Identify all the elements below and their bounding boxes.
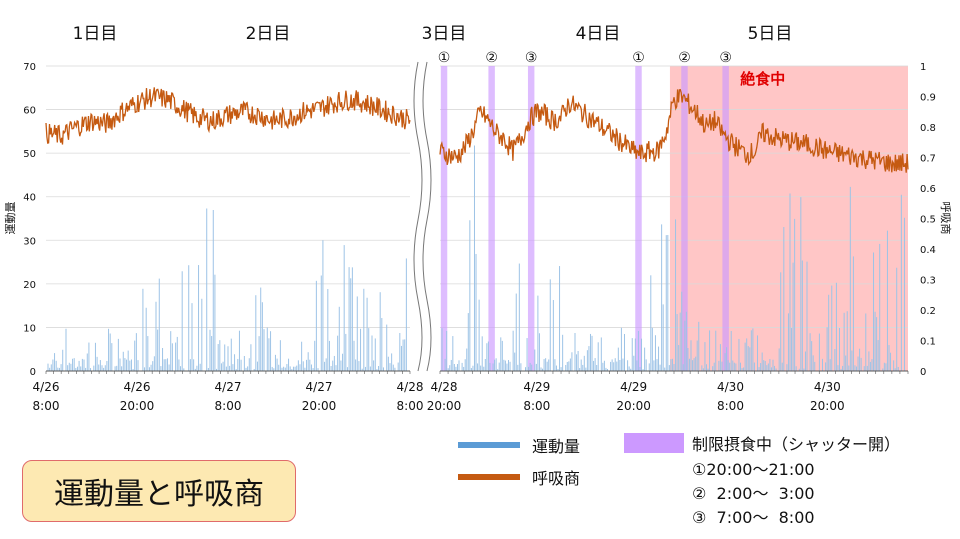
y-right-tick-label: 0.9: [920, 93, 936, 104]
y-right-label: 呼吸商: [939, 202, 953, 235]
legend-item-rq: 呼吸商: [458, 464, 580, 490]
x-tick-label-date: 4/26: [124, 380, 151, 394]
x-tick-label-date: 4/26: [33, 380, 60, 394]
feeding-marker: ①: [632, 50, 645, 66]
legend-item-feeding: 制限摂食中（シャッター開）: [624, 430, 900, 456]
x-tick-label-date: 4/28: [397, 380, 424, 394]
feeding-swatch: [624, 433, 684, 453]
x-tick-label-time: 20:00: [120, 399, 155, 413]
x-tick-label-date: 4/29: [620, 380, 647, 394]
y-right-tick-label: 0: [920, 367, 926, 378]
day-label: 3日目: [422, 24, 467, 44]
y-left-tick-label: 40: [23, 193, 36, 204]
feeding-window: [635, 66, 642, 371]
y-left-label: 運動量: [3, 202, 17, 235]
legend-window-1: ①20:00〜21:00: [624, 456, 900, 480]
axis-break: [422, 61, 432, 372]
x-tick-label-date: 4/30: [717, 380, 744, 394]
y-left-tick-label: 10: [23, 323, 36, 334]
window-2-text: ② 2:00〜 3:00: [692, 484, 815, 503]
feeding-marker: ③: [719, 50, 732, 66]
feeding-window: [527, 66, 535, 371]
y-left-tick-label: 70: [23, 62, 36, 73]
x-tick-label-date: 4/29: [523, 380, 550, 394]
y-right-tick-label: 0.1: [920, 337, 936, 348]
legend-window-3: ③ 7:00〜 8:00: [624, 504, 900, 528]
x-tick-label-time: 8:00: [717, 399, 744, 413]
day-label: 5日目: [748, 24, 793, 44]
activity-swatch: [458, 442, 520, 448]
y-left-tick-label: 60: [23, 106, 36, 117]
title-box: 運動量と呼吸商: [22, 460, 296, 522]
x-tick-label-time: 20:00: [302, 399, 337, 413]
feeding-window: [488, 66, 495, 371]
x-tick-label-time: 8:00: [215, 399, 242, 413]
y-right-tick-label: 0.3: [920, 276, 936, 287]
legend-rq-label: 呼吸商: [532, 469, 581, 488]
x-tick-label-time: 20:00: [616, 399, 651, 413]
window-1-text: ①20:00〜21:00: [692, 460, 815, 479]
y-right-tick-label: 0.7: [920, 154, 936, 165]
x-tick-label-time: 8:00: [523, 399, 550, 413]
x-tick-label-time: 8:00: [397, 399, 424, 413]
x-tick-label-date: 4/27: [215, 380, 242, 394]
y-right-tick-label: 0.8: [920, 123, 936, 134]
legend-feeding: 制限摂食中（シャッター開） ①20:00〜21:00 ② 2:00〜 3:00 …: [624, 430, 900, 528]
x-tick-label-date: 4/28: [431, 380, 458, 394]
fasting-region: [669, 66, 908, 371]
y-right-tick-label: 0.6: [920, 184, 936, 195]
rq-swatch: [458, 474, 520, 480]
feeding-window: [681, 66, 688, 371]
feeding-marker: ①: [438, 50, 451, 66]
x-tick-label-date: 4/30: [814, 380, 841, 394]
rq-line-right: [439, 88, 909, 173]
legend-feeding-label: 制限摂食中（シャッター開）: [692, 435, 901, 454]
x-tick-label-time: 20:00: [427, 399, 462, 413]
feeding-marker: ②: [485, 50, 498, 66]
y-right-tick-label: 1: [920, 62, 926, 73]
x-tick-label-date: 4/27: [306, 380, 333, 394]
y-left-tick-label: 30: [23, 236, 36, 247]
legend-activity-label: 運動量: [532, 437, 581, 456]
feeding-window: [722, 66, 729, 371]
y-left-tick-label: 20: [23, 280, 36, 291]
legend-window-2: ② 2:00〜 3:00: [624, 480, 900, 504]
feeding-marker: ③: [525, 50, 538, 66]
legend-series: 運動量 呼吸商: [458, 432, 580, 490]
legend-item-activity: 運動量: [458, 432, 580, 458]
day-label: 1日目: [73, 24, 118, 44]
y-right-tick-label: 0.5: [920, 215, 936, 226]
y-left-tick-label: 50: [23, 149, 36, 160]
x-tick-label-time: 20:00: [810, 399, 845, 413]
feeding-window: [440, 66, 448, 371]
x-tick-label-time: 8:00: [33, 399, 60, 413]
axis-break: [413, 61, 423, 372]
y-right-tick-label: 0.4: [920, 245, 936, 256]
y-left-tick-label: 0: [30, 367, 36, 378]
day-label: 4日目: [576, 24, 621, 44]
title-text: 運動量と呼吸商: [54, 477, 264, 512]
day-label: 2日目: [246, 24, 291, 44]
y-right-tick-label: 0.2: [920, 306, 936, 317]
rq-line-left: [45, 87, 411, 145]
fasting-label: 絶食中: [740, 70, 785, 88]
feeding-marker: ②: [678, 50, 691, 66]
window-3-text: ③ 7:00〜 8:00: [692, 508, 815, 527]
